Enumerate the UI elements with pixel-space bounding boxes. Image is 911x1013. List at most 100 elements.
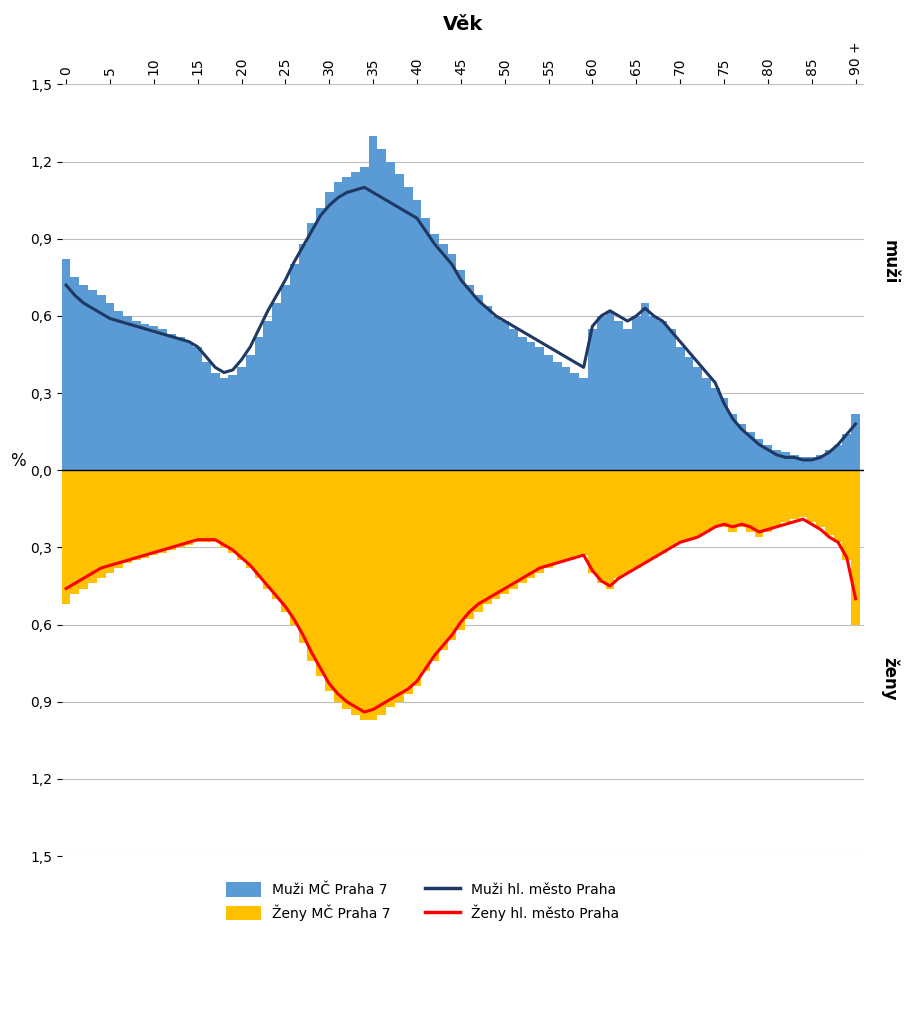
Bar — [798, 458, 806, 470]
Bar — [649, 470, 658, 558]
Bar — [342, 470, 351, 709]
Bar — [176, 470, 184, 547]
Bar — [850, 413, 859, 470]
Bar — [763, 470, 772, 532]
Bar — [290, 470, 298, 625]
Bar — [526, 341, 535, 470]
Bar — [342, 177, 351, 470]
Bar — [149, 470, 158, 555]
Bar — [614, 321, 622, 470]
Bar — [79, 285, 87, 470]
Bar — [123, 470, 132, 563]
Bar — [474, 470, 482, 612]
Bar — [701, 470, 710, 532]
Bar — [631, 316, 640, 470]
Bar — [307, 470, 316, 660]
Bar — [386, 470, 394, 707]
Bar — [850, 470, 859, 625]
Bar — [508, 329, 517, 470]
Text: muži: muži — [879, 240, 897, 284]
Bar — [281, 470, 290, 612]
Bar — [728, 413, 736, 470]
Bar — [140, 323, 149, 470]
Bar — [254, 470, 263, 578]
Bar — [789, 455, 798, 470]
Bar — [421, 218, 430, 470]
Bar — [780, 470, 789, 522]
Bar — [798, 470, 806, 517]
Bar — [62, 259, 70, 470]
Bar — [377, 470, 386, 714]
Bar — [666, 470, 675, 547]
Bar — [368, 136, 377, 470]
Bar — [140, 470, 149, 558]
Bar — [412, 470, 421, 686]
Bar — [491, 470, 500, 599]
Bar — [228, 470, 237, 552]
Bar — [114, 311, 123, 470]
Bar — [842, 470, 850, 560]
Bar — [719, 470, 728, 527]
Bar — [316, 470, 324, 676]
Bar — [596, 316, 605, 470]
Bar — [824, 450, 833, 470]
Bar — [271, 303, 281, 470]
Bar — [622, 470, 631, 573]
Bar — [360, 167, 368, 470]
Bar — [544, 470, 552, 568]
Bar — [184, 470, 193, 545]
Bar — [246, 470, 254, 568]
Bar — [290, 264, 298, 470]
Bar — [316, 208, 324, 470]
Bar — [631, 470, 640, 568]
Bar — [281, 285, 290, 470]
Bar — [87, 470, 97, 583]
Bar — [710, 470, 719, 527]
Bar — [824, 470, 833, 535]
Legend: Muži MČ Praha 7, Ženy MČ Praha 7, Muži hl. město Praha, Ženy hl. město Praha: Muži MČ Praha 7, Ženy MČ Praha 7, Muži h… — [220, 877, 624, 926]
Bar — [605, 311, 614, 470]
Bar — [430, 234, 438, 470]
Bar — [640, 303, 649, 470]
Bar — [535, 470, 544, 573]
Bar — [237, 470, 246, 560]
Bar — [447, 470, 456, 640]
Bar — [692, 470, 701, 537]
Bar — [491, 316, 500, 470]
Bar — [456, 269, 465, 470]
Bar — [132, 321, 140, 470]
Bar — [158, 470, 167, 552]
Bar — [833, 470, 842, 542]
Bar — [456, 470, 465, 630]
Bar — [658, 321, 666, 470]
Bar — [106, 303, 114, 470]
Bar — [465, 285, 474, 470]
Bar — [728, 470, 736, 532]
Bar — [482, 306, 491, 470]
Bar — [684, 470, 692, 540]
Bar — [465, 470, 474, 619]
Bar — [666, 329, 675, 470]
Bar — [62, 470, 70, 604]
Bar — [87, 290, 97, 470]
Bar — [842, 435, 850, 470]
Bar — [754, 440, 763, 470]
Bar — [806, 470, 815, 522]
Bar — [333, 470, 342, 702]
Bar — [228, 375, 237, 470]
Bar — [377, 149, 386, 470]
Bar — [404, 470, 412, 694]
Bar — [360, 470, 368, 719]
Bar — [789, 470, 798, 519]
Bar — [833, 445, 842, 470]
Bar — [333, 182, 342, 470]
Bar — [210, 373, 220, 470]
Bar — [237, 368, 246, 470]
Bar — [351, 470, 360, 714]
Bar — [97, 470, 106, 578]
Bar — [132, 470, 140, 560]
Bar — [298, 470, 307, 642]
Bar — [526, 470, 535, 578]
Bar — [220, 378, 228, 470]
Bar — [193, 346, 202, 470]
